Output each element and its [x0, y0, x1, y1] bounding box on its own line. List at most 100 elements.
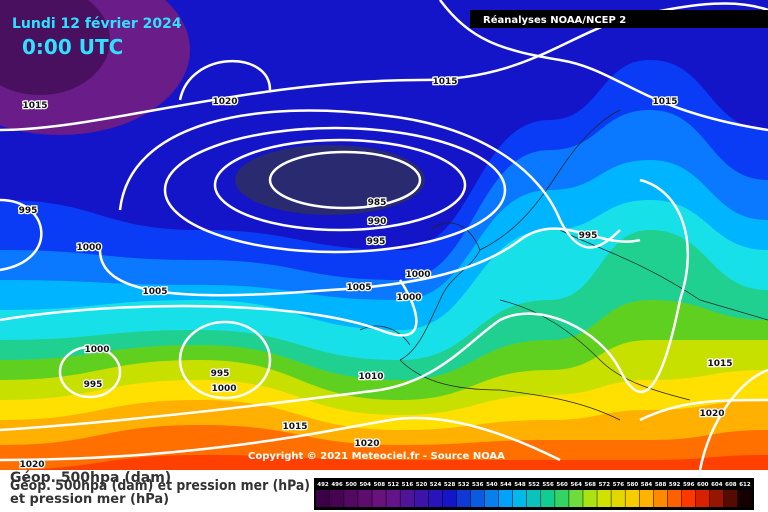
colorbar-cell — [667, 490, 682, 507]
colorbar-cell — [512, 490, 527, 507]
colorbar-label: 576 — [613, 482, 625, 488]
colorbar-label: 600 — [697, 482, 709, 488]
isobar — [163, 126, 507, 254]
colorbar-label: 524 — [430, 482, 442, 488]
map-time: 0:00 UTC — [22, 35, 123, 59]
colorbar-label: 508 — [374, 482, 386, 488]
colorbar-cell — [611, 490, 625, 507]
colorbar-label: 608 — [725, 482, 737, 488]
colorbar-cell — [653, 490, 668, 507]
isobar — [0, 2, 768, 132]
legend-subtitle: et pression mer (hPa) — [10, 492, 169, 507]
isobar — [0, 416, 561, 462]
colorbar-label: 592 — [669, 482, 681, 488]
isobar — [0, 198, 43, 272]
isobar — [439, 0, 768, 132]
coast — [359, 325, 411, 346]
contour-label: 990 — [368, 217, 387, 227]
colorbar-cell — [625, 490, 639, 507]
colorbar-label: 548 — [514, 482, 526, 488]
colorbar-cell — [709, 490, 724, 507]
colorbar-label: 540 — [486, 482, 498, 488]
contour-label: 1000 — [211, 384, 236, 394]
colorbar-cell — [484, 490, 499, 507]
colorbar-cell — [316, 490, 330, 507]
contour-label: 1020 — [699, 409, 724, 419]
contour-label: 1015 — [22, 101, 47, 111]
isobar — [698, 368, 768, 470]
colorbar-cell — [583, 490, 597, 507]
contour-label: 995 — [367, 237, 386, 247]
coast — [479, 109, 621, 251]
contour-label: 1000 — [76, 243, 101, 253]
isobar — [268, 150, 422, 210]
colorbar-label: 564 — [570, 482, 582, 488]
source-label: Réanalyses NOAA/NCEP 2 — [483, 14, 626, 26]
map-field: 1015 1020 1015 1015 995 985 990 995 1000 995 1000 1… — [0, 0, 768, 470]
colorbar-label: 612 — [739, 482, 751, 488]
colorbar-cell — [442, 490, 457, 507]
isobar — [118, 109, 621, 249]
colorbar-label: 512 — [388, 482, 400, 488]
contour-label: 1000 — [84, 345, 109, 355]
border — [559, 229, 768, 321]
colorbar-label: 604 — [711, 482, 723, 488]
colorbar-label: 556 — [542, 482, 554, 488]
colorbar-label: 516 — [402, 482, 414, 488]
contour-label: 1020 — [19, 460, 44, 470]
map-date: Lundi 12 février 2024 — [12, 16, 182, 32]
colorbar-cell — [330, 490, 344, 507]
legend-title: Géop. 500hpa (dam) — [10, 470, 171, 486]
colorbar-cell — [681, 490, 696, 507]
colorbar-label: 596 — [683, 482, 695, 488]
isobar — [639, 398, 768, 422]
colorbar-cell — [541, 490, 555, 507]
colorbar-cell — [344, 490, 358, 507]
colorbar-cell — [695, 490, 710, 507]
colorbar-cell — [372, 490, 386, 507]
colorbar-label: 544 — [500, 482, 512, 488]
header-bar — [470, 10, 768, 28]
isobars — [0, 0, 768, 470]
colorbar-cell — [358, 490, 372, 507]
colorbar-label: 496 — [331, 482, 343, 488]
low-core — [235, 145, 425, 215]
colorbar-cell — [723, 490, 738, 507]
purple-core — [0, 0, 110, 95]
colorbar-cell — [456, 490, 471, 507]
contour-label: 1010 — [358, 372, 383, 382]
contour-label: 1020 — [354, 439, 379, 449]
contour-label: 1005 — [346, 283, 371, 293]
colorbar-cell — [400, 490, 414, 507]
colorbar-label: 528 — [444, 482, 456, 488]
colorbar-cell — [639, 490, 654, 507]
contour-label: 985 — [368, 198, 387, 208]
colorbar-cell — [428, 490, 443, 507]
isobar — [58, 345, 122, 399]
colorbar-cell — [414, 490, 429, 507]
colorbar-label: 572 — [599, 482, 611, 488]
isobar — [0, 279, 418, 337]
colorbar-label: 520 — [416, 482, 428, 488]
contour-label: 995 — [19, 206, 38, 216]
color-band — [0, 455, 768, 470]
contour-labels: 1015 1020 1015 1015 995 985 990 995 1000 995 1000 1… — [17, 76, 733, 470]
contour-label: 1000 — [405, 270, 430, 280]
colorbar-label: 492 — [317, 482, 329, 488]
colorbar-label: 536 — [472, 482, 484, 488]
colorbar-cell — [555, 490, 569, 507]
colorbar-label: 568 — [585, 482, 597, 488]
colorbar-label: 560 — [556, 482, 568, 488]
colorbar-label: 500 — [345, 482, 357, 488]
contour-label: 995 — [84, 380, 103, 390]
colorbar-cell — [737, 490, 752, 507]
colorbar-cell — [597, 490, 611, 507]
colorbar-label: 504 — [359, 482, 371, 488]
colorbar-label: 588 — [655, 482, 667, 488]
colorbar-cell — [386, 490, 400, 507]
color-bands — [0, 60, 768, 470]
isobar — [213, 138, 467, 232]
colorbar-cell — [470, 490, 485, 507]
colorbar: 492 496 500 504 508 512 516 520 524 528 532 536 540 5… — [316, 482, 752, 507]
